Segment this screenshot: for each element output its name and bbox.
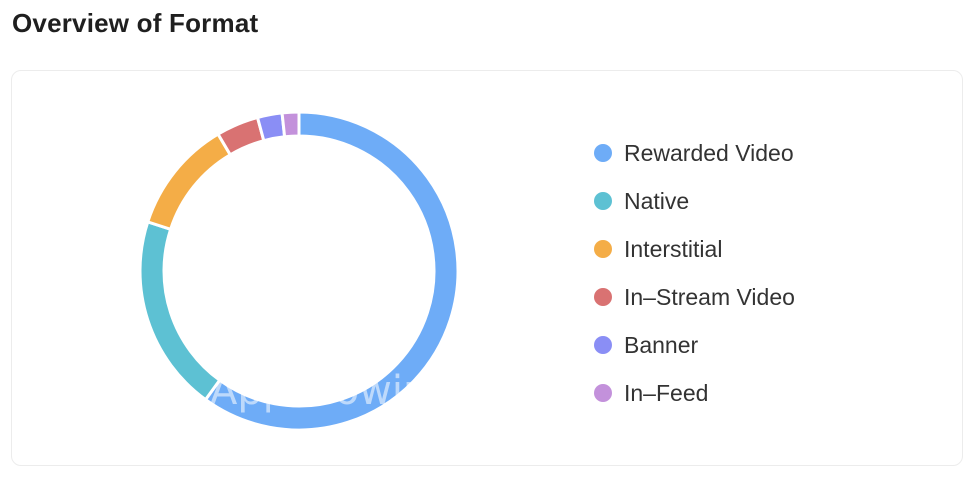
legend-item-in-stream-video[interactable]: In–Stream Video <box>594 273 795 321</box>
donut-slice-native[interactable] <box>138 219 222 402</box>
legend-dot-icon <box>594 192 612 210</box>
legend-dot-icon <box>594 336 612 354</box>
legend-dot-icon <box>594 288 612 306</box>
legend-item-in-feed[interactable]: In–Feed <box>594 369 795 417</box>
legend-label: Interstitial <box>624 235 723 262</box>
donut-slice-in-feed[interactable] <box>280 110 301 139</box>
page-title: Overview of Format <box>12 8 259 38</box>
legend-item-banner[interactable]: Banner <box>594 321 795 369</box>
chart-legend: Rewarded Video Native Interstitial In–Strea… <box>594 129 795 417</box>
donut-slices <box>138 110 460 432</box>
donut-slice-interstitial[interactable] <box>145 132 233 232</box>
donut-slice-rewarded-video[interactable] <box>203 110 460 432</box>
legend-label: In–Feed <box>624 379 709 406</box>
donut-slice-banner[interactable] <box>255 111 287 143</box>
legend-item-rewarded-video[interactable]: Rewarded Video <box>594 129 795 177</box>
legend-item-native[interactable]: Native <box>594 177 795 225</box>
legend-label: Banner <box>624 331 699 358</box>
legend-dot-icon <box>594 144 612 162</box>
legend-label: Rewarded Video <box>624 139 794 166</box>
legend-item-interstitial[interactable]: Interstitial <box>594 225 795 273</box>
format-donut-chart: AppGrowing <box>138 110 460 432</box>
legend-dot-icon <box>594 240 612 258</box>
watermark-text: AppGrowing <box>210 368 454 414</box>
legend-label: In–Stream Video <box>624 283 795 310</box>
format-overview-card: AppGrowing Rewarded Video Native Interstit… <box>11 70 963 466</box>
legend-dot-icon <box>594 384 612 402</box>
legend-label: Native <box>624 187 690 214</box>
